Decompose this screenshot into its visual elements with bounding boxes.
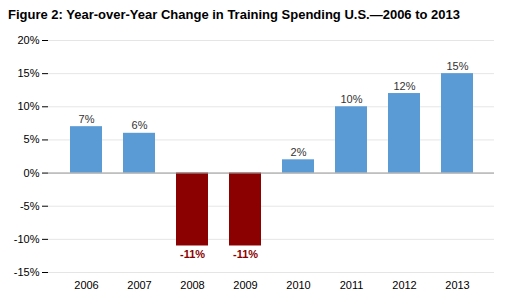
svg-text:20%: 20% bbox=[17, 34, 39, 46]
svg-text:5%: 5% bbox=[24, 133, 40, 145]
svg-text:-10%: -10% bbox=[14, 233, 40, 245]
svg-text:-11%: -11% bbox=[180, 248, 205, 260]
svg-text:-5%: -5% bbox=[20, 200, 40, 212]
svg-text:-15%: -15% bbox=[14, 266, 40, 278]
svg-text:7%: 7% bbox=[79, 113, 95, 125]
svg-text:2006: 2006 bbox=[74, 279, 98, 291]
svg-text:2007: 2007 bbox=[127, 279, 151, 291]
svg-text:0%: 0% bbox=[24, 167, 40, 179]
svg-text:6%: 6% bbox=[132, 119, 148, 131]
svg-text:2009: 2009 bbox=[233, 279, 257, 291]
svg-text:2011: 2011 bbox=[340, 279, 364, 291]
svg-text:2012: 2012 bbox=[392, 279, 416, 291]
svg-text:10%: 10% bbox=[17, 100, 39, 112]
svg-text:2013: 2013 bbox=[445, 279, 469, 291]
svg-text:15%: 15% bbox=[17, 67, 39, 79]
svg-text:10%: 10% bbox=[340, 93, 362, 105]
html-text:Figure 2: Year-over-Year Chang: Figure 2: Year-over-Year Change in Train… bbox=[8, 7, 460, 22]
svg-text:2008: 2008 bbox=[180, 279, 204, 291]
svg-text:2010: 2010 bbox=[286, 279, 310, 291]
svg-text:2%: 2% bbox=[291, 146, 307, 158]
svg-text:12%: 12% bbox=[393, 80, 415, 92]
svg-text:-11%: -11% bbox=[233, 248, 258, 260]
svg-text:15%: 15% bbox=[446, 60, 468, 72]
